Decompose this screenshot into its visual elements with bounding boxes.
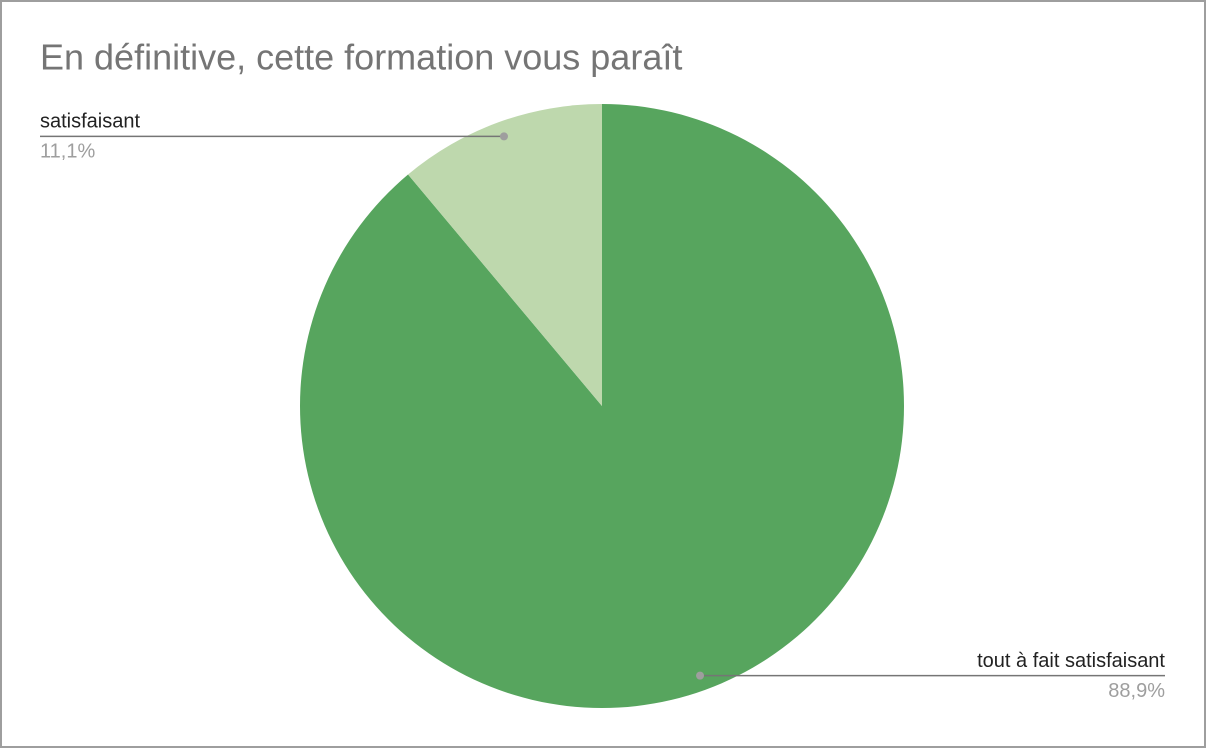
slice-label: satisfaisant (40, 111, 140, 133)
slice-value-label: 11,1% (40, 141, 95, 163)
slice-label: tout à fait satisfaisant (977, 650, 1165, 672)
leader-dot (499, 132, 508, 141)
leader-dot (696, 671, 705, 680)
chart-title: En définitive, cette formation vous para… (40, 37, 682, 78)
slice-value-label: 88,9% (1108, 680, 1165, 702)
pie-slice (408, 104, 602, 406)
